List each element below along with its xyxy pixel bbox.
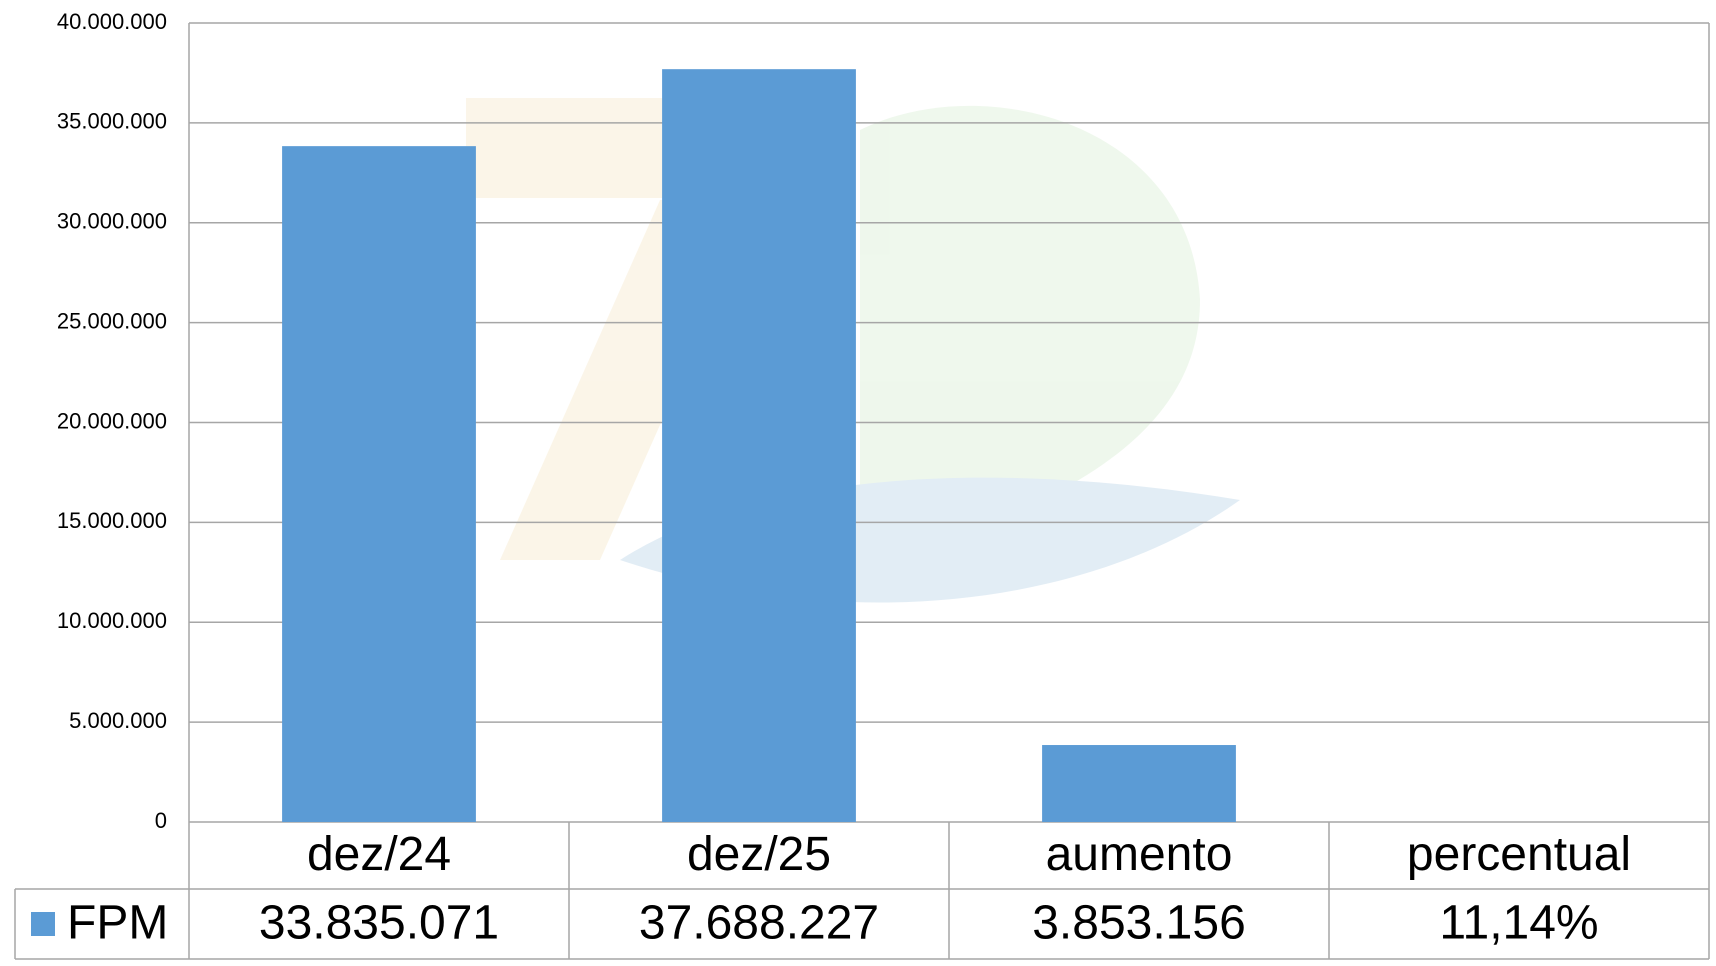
y-tick-label: 15.000.000 (57, 508, 167, 533)
data-label: 11,14% (1439, 897, 1598, 950)
y-tick-label: 0 (155, 808, 167, 833)
bar (1042, 745, 1236, 822)
legend-key (31, 912, 55, 936)
y-tick-label: 25.000.000 (57, 308, 167, 333)
x-tick-label: dez/24 (307, 828, 451, 881)
x-tick-label: aumento (1046, 828, 1233, 881)
data-label: 37.688.227 (639, 897, 879, 950)
y-tick-label: 30.000.000 (57, 209, 167, 234)
data-label: 3.853.156 (1032, 897, 1246, 950)
x-tick-label: percentual (1407, 828, 1631, 881)
bar (662, 69, 856, 822)
bar (282, 146, 476, 822)
x-tick-label: dez/25 (687, 828, 831, 881)
data-label: 33.835.071 (259, 897, 499, 950)
y-tick-label: 40.000.000 (57, 9, 167, 34)
y-tick-label: 5.000.000 (69, 708, 167, 733)
y-tick-label: 35.000.000 (57, 109, 167, 134)
y-tick-label: 20.000.000 (57, 408, 167, 433)
y-tick-label: 10.000.000 (57, 608, 167, 633)
legend-label: FPM (67, 897, 168, 950)
